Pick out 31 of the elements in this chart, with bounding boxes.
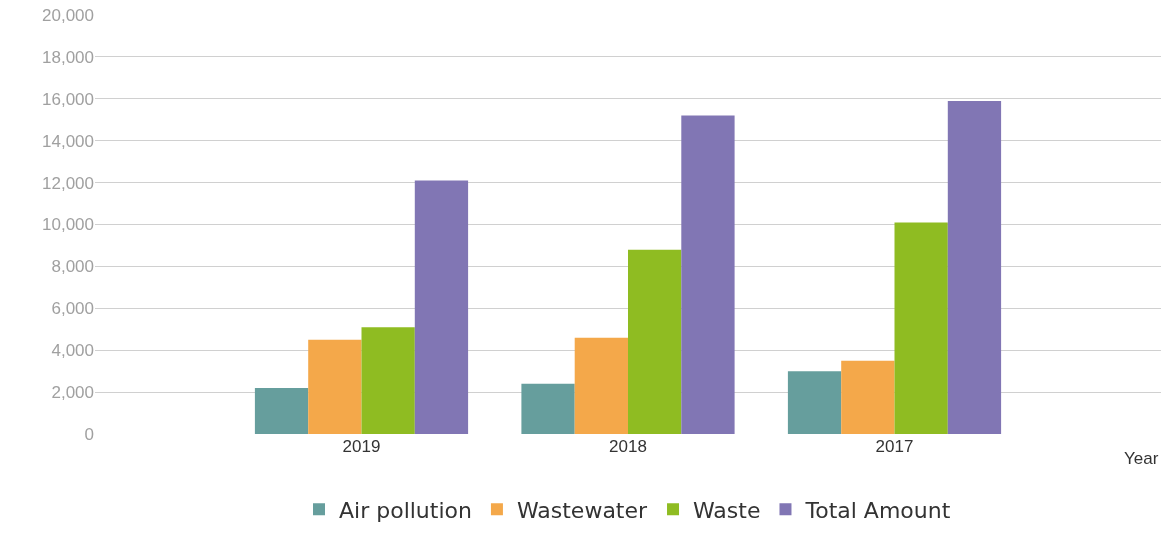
legend-label: Waste bbox=[693, 497, 761, 523]
y-tick-label: 10,000 bbox=[42, 215, 94, 235]
legend-label: Air pollution bbox=[339, 497, 472, 523]
bar bbox=[787, 371, 842, 434]
y-tick-label: 0 bbox=[84, 424, 94, 444]
x-tick-label: 2018 bbox=[609, 437, 647, 456]
y-tick-label: 18,000 bbox=[42, 47, 94, 67]
y-tick-label: 20,000 bbox=[42, 5, 94, 25]
y-tick-label: 2,000 bbox=[51, 383, 94, 403]
bar bbox=[947, 100, 1002, 434]
legend-label: Total Amount bbox=[804, 497, 951, 523]
x-axis-title: Year bbox=[1124, 449, 1159, 468]
bar bbox=[628, 249, 682, 434]
legend-label: Wastewater bbox=[516, 497, 649, 523]
bar bbox=[841, 360, 895, 434]
bar bbox=[521, 383, 575, 434]
x-tick-label: 2017 bbox=[875, 437, 914, 456]
bar bbox=[894, 222, 948, 434]
bar bbox=[414, 180, 469, 434]
y-tick-label: 14,000 bbox=[42, 131, 94, 151]
x-tick-label: 2019 bbox=[342, 437, 381, 456]
bar bbox=[254, 387, 309, 434]
bar bbox=[681, 115, 735, 434]
y-tick-label: 16,000 bbox=[42, 89, 94, 109]
bar bbox=[574, 337, 628, 434]
bar bbox=[361, 327, 415, 434]
y-tick-label: 12,000 bbox=[42, 173, 94, 193]
y-tick-label: 8,000 bbox=[51, 257, 94, 277]
bar bbox=[308, 339, 362, 434]
y-tick-label: 4,000 bbox=[51, 341, 94, 361]
y-tick-label: 6,000 bbox=[51, 299, 94, 319]
